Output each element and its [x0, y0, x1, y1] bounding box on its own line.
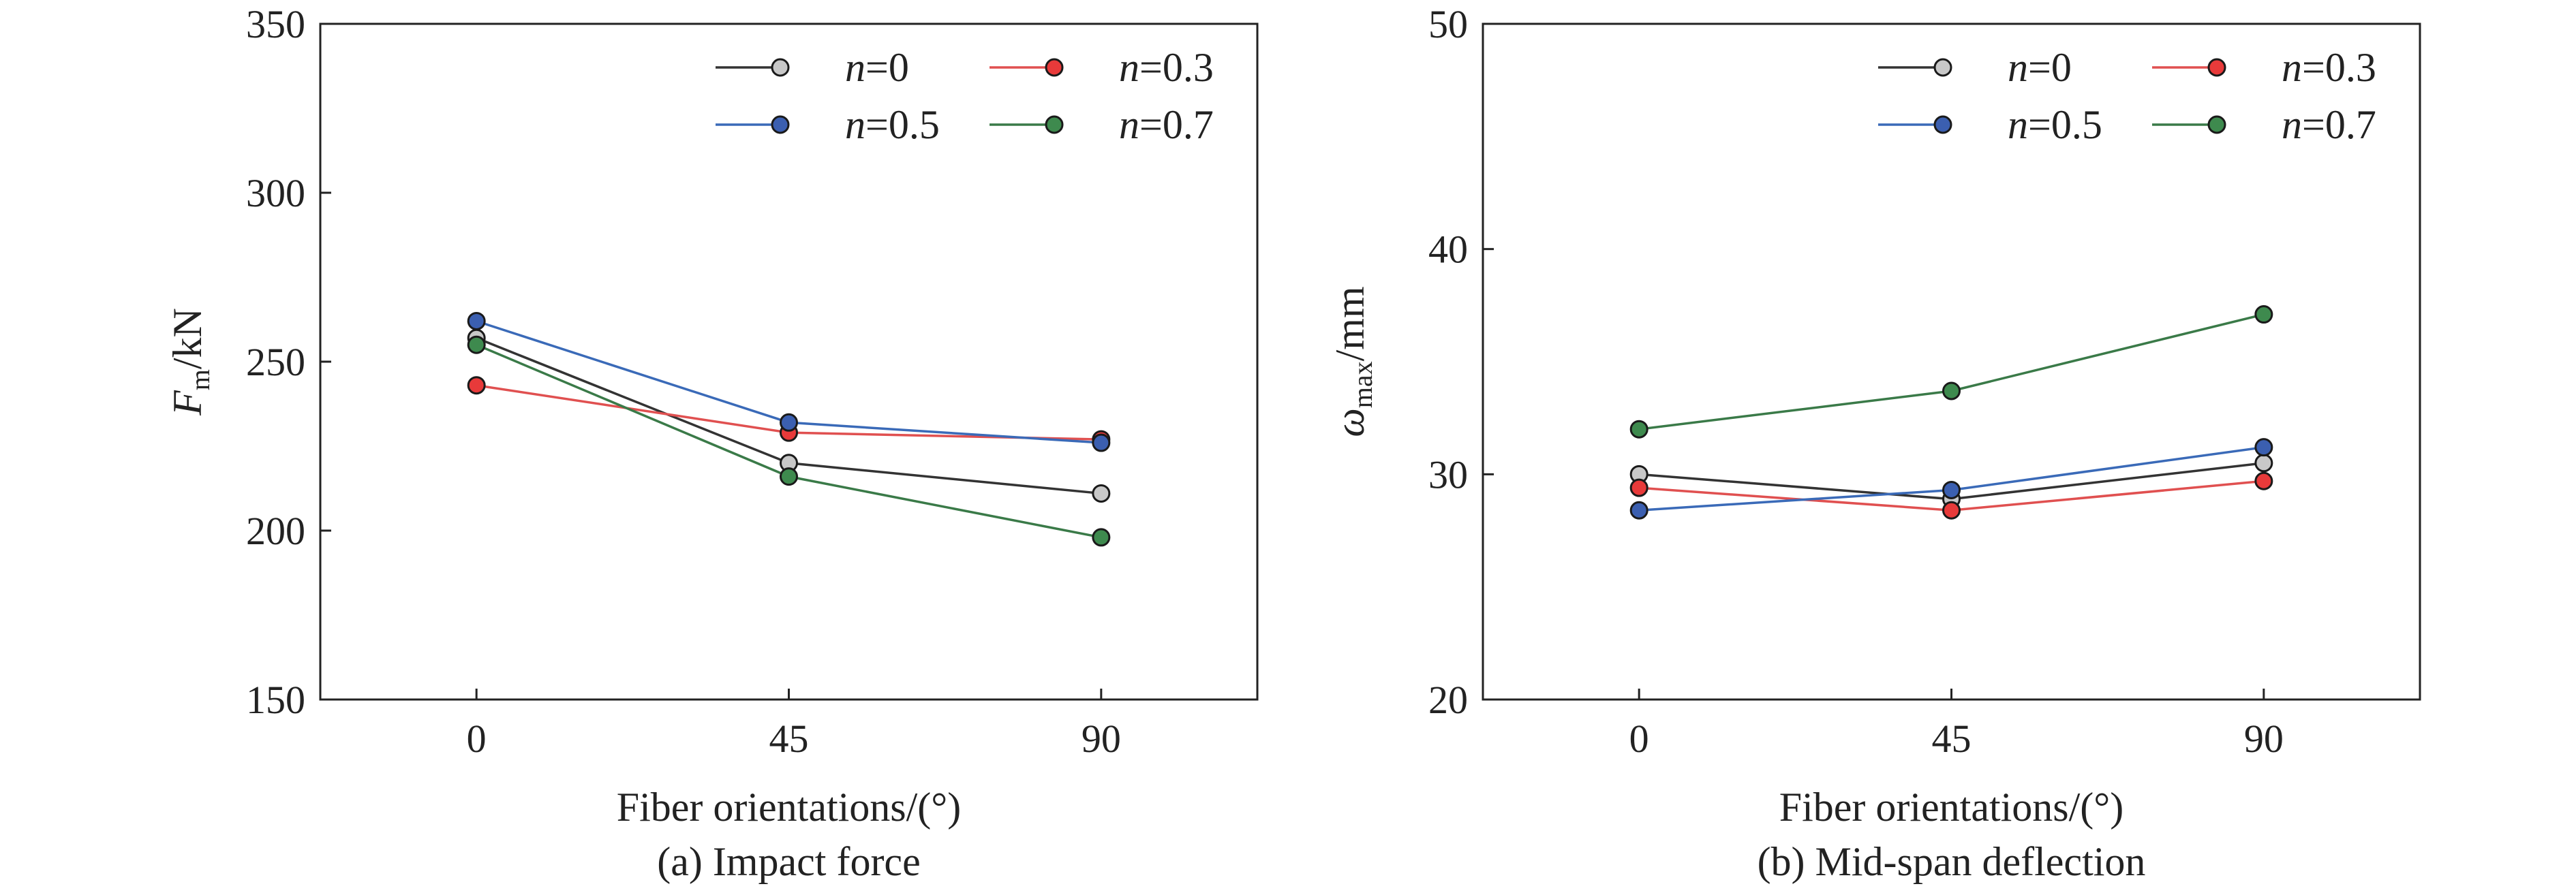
y-axis-title-unit: /kN	[165, 308, 210, 369]
y-tick-label: 200	[246, 509, 305, 553]
legend-label-value: =0.7	[1139, 102, 1214, 147]
x-tick-label: 90	[2244, 717, 2284, 761]
y-tick-label: 50	[1428, 2, 1468, 46]
legend-label: n=0.3	[2282, 45, 2376, 90]
legend-label-var: n	[2282, 102, 2302, 147]
x-tick-label: 90	[1082, 717, 1121, 761]
y-axis-title: ωmax/mm	[1328, 286, 1378, 437]
x-axis-title: Fiber orientations/(°)	[617, 785, 962, 830]
data-point	[780, 413, 798, 432]
x-tick-label: 0	[467, 717, 487, 761]
y-axis-title-symbol: F	[165, 390, 210, 416]
legend-label: n=0.3	[1119, 45, 1214, 90]
legend-label: n=0	[2008, 45, 2072, 90]
legend-label-var: n	[2008, 45, 2028, 90]
data-point	[1942, 501, 1961, 520]
legend-label-var: n	[845, 102, 865, 147]
y-tick-label: 30	[1428, 452, 1468, 497]
data-point	[1092, 484, 1111, 503]
y-tick-label: 350	[246, 2, 305, 46]
y-tick-label: 40	[1428, 227, 1468, 272]
legend-label: n=0.7	[2282, 102, 2376, 147]
data-point	[467, 335, 486, 354]
chart-mid-span-deflection: 20 30 40 50 0 45 90 Fiber orientations/(°) (b) M…	[1328, 2, 2421, 884]
legend-label-value: =0.5	[865, 102, 940, 147]
legend-label: n=0.5	[845, 102, 940, 147]
legend-marker	[2207, 58, 2226, 77]
legend-label-var: n	[1119, 102, 1139, 147]
data-point	[1629, 420, 1649, 439]
y-tick-label: 250	[246, 340, 305, 384]
legend-label: n=0.7	[1119, 102, 1214, 147]
data-point	[2254, 471, 2273, 490]
x-tick-label: 45	[769, 717, 809, 761]
y-axis-title-subscript: m	[185, 369, 215, 390]
chart-caption: (a) Impact force	[657, 839, 920, 884]
series-line-3	[1638, 313, 2265, 430]
data-point	[467, 376, 486, 395]
y-tick-label: 300	[246, 171, 305, 215]
legend-marker	[1933, 58, 1952, 77]
legend-marker	[1045, 115, 1064, 134]
legend-label-var: n	[845, 45, 865, 90]
legend-label-value: =0.3	[2302, 45, 2376, 90]
data-point	[1092, 528, 1111, 547]
legend-marker	[771, 58, 790, 77]
legend-label: n=0.5	[2008, 102, 2102, 147]
data-point	[780, 467, 798, 486]
y-axis-title: Fm/kN	[165, 308, 215, 416]
y-axis-title-subscript: max	[1347, 361, 1378, 408]
x-axis-title: Fiber orientations/(°)	[1779, 785, 2124, 830]
legend-label: n=0	[845, 45, 909, 90]
legend-label-var: n	[2282, 45, 2302, 90]
y-axis-title-unit: /mm	[1328, 286, 1373, 361]
legend-marker	[1933, 115, 1952, 134]
legend-marker	[2207, 115, 2226, 134]
data-point	[1942, 480, 1961, 499]
legend-label-value: =0.5	[2028, 102, 2102, 147]
y-tick-label: 20	[1428, 678, 1468, 722]
data-point	[2254, 305, 2273, 324]
data-point	[2254, 438, 2273, 457]
data-point	[1942, 381, 1961, 401]
chart-impact-force: 150 200 250 300 350 0 45 90 Fiber orientations/(…	[165, 2, 1259, 884]
legend-label-value: =0.7	[2302, 102, 2376, 147]
legend-marker	[771, 115, 790, 134]
x-tick-label: 0	[1629, 717, 1649, 761]
data-point	[1629, 478, 1649, 497]
legend-label-value: =0	[2028, 45, 2072, 90]
y-axis-title-symbol: ω	[1328, 408, 1373, 437]
data-point	[467, 311, 486, 330]
x-tick-label: 45	[1932, 717, 1972, 761]
data-point	[1092, 433, 1111, 452]
data-point	[2254, 454, 2273, 473]
y-tick-label: 150	[246, 678, 305, 722]
legend-label-var: n	[1119, 45, 1139, 90]
legend-label-var: n	[2008, 102, 2028, 147]
data-point	[1629, 501, 1649, 520]
legend-marker	[1045, 58, 1064, 77]
chart-caption: (b) Mid-span deflection	[1758, 839, 2146, 884]
legend-label-value: =0	[865, 45, 909, 90]
legend-label-value: =0.3	[1139, 45, 1214, 90]
